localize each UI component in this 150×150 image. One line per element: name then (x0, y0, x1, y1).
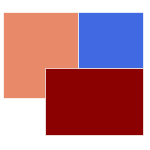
Polygon shape (78, 12, 142, 68)
Polygon shape (45, 68, 142, 135)
Polygon shape (3, 12, 78, 98)
